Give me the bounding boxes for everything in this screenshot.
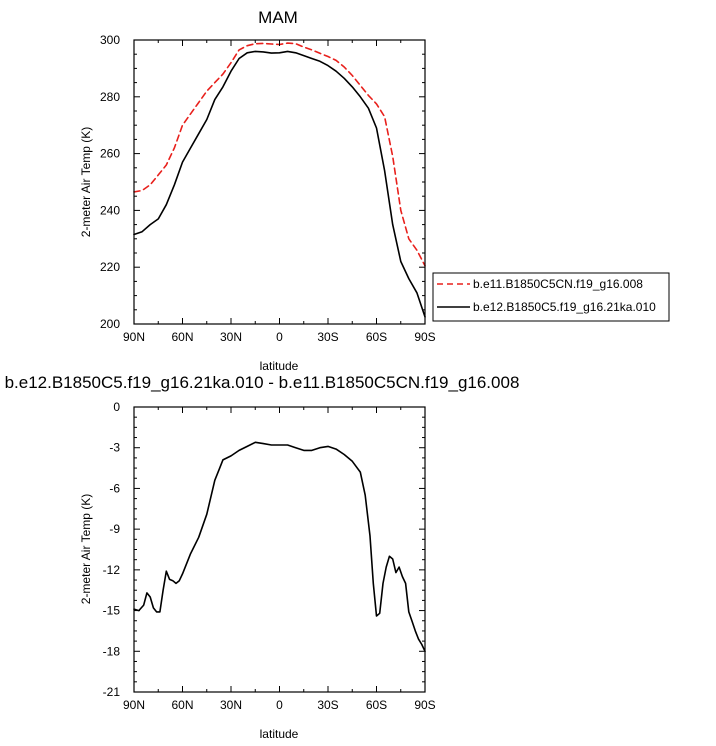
- top-ytick-label: 240: [100, 203, 120, 217]
- top-xtick-label: 60N: [171, 330, 193, 344]
- top-chart-series-layer: [133, 42, 426, 318]
- bottom-ytick-label: -21: [103, 685, 121, 699]
- bottom-xtick-label: 30S: [317, 698, 338, 712]
- top-chart-title: MAM: [258, 8, 298, 27]
- top-xtick-label: 0: [276, 330, 283, 344]
- bottom-xtick-label: 30N: [220, 698, 242, 712]
- bottom-ytick-label: -18: [103, 644, 121, 658]
- top-ytick-label: 300: [100, 33, 120, 47]
- bottom-ytick-label: -12: [103, 563, 121, 577]
- top-series-line-2: [133, 50, 426, 318]
- top-xtick-label: 30N: [220, 330, 242, 344]
- top-xtick-label: 90S: [414, 330, 435, 344]
- bottom-xtick-label: 90S: [414, 698, 435, 712]
- top-xtick-label: 90N: [123, 330, 145, 344]
- legend-label-series-2: b.e12.B1850C5.f19_g16.21ka.010: [473, 300, 656, 314]
- bottom-chart: b.e12.B1850C5.f19_g16.21ka.010 - b.e11.B…: [5, 373, 520, 741]
- top-ytick-label: 260: [100, 147, 120, 161]
- top-chart-ticks-layer: 90N 60N 30N 0 30S 60S 90S 200 220 240 260 280 300: [100, 33, 436, 344]
- bottom-chart-ylabel: 2-meter Air Temp (K): [79, 494, 93, 604]
- bottom-ytick-label: -6: [109, 481, 120, 495]
- bottom-chart-title: b.e12.B1850C5.f19_g16.21ka.010 - b.e11.B…: [5, 373, 520, 392]
- top-chart: MAM 90N 60N 30N 0 30S 60S 90S 200 220 240 260 280 30…: [79, 8, 670, 373]
- top-chart-xlabel: latitude: [260, 359, 299, 373]
- top-chart-frame: [133, 39, 426, 325]
- top-xtick-label: 60S: [366, 330, 387, 344]
- bottom-series-line-1: [133, 441, 426, 653]
- bottom-chart-xlabel: latitude: [260, 727, 299, 741]
- bottom-ytick-label: -15: [103, 604, 121, 618]
- bottom-chart-ticks-layer: 90N 60N 30N 0 30S 60S 90S 0 -3 -6 -9 -12 -15 -18 -21: [103, 400, 436, 712]
- bottom-xtick-label: 90N: [123, 698, 145, 712]
- legend: b.e11.B1850C5CN.f19_g16.008 b.e12.B1850C…: [432, 272, 670, 322]
- top-ytick-label: 200: [100, 317, 120, 331]
- bottom-ytick-label: 0: [113, 400, 120, 414]
- top-ytick-label: 220: [100, 260, 120, 274]
- bottom-ytick-label: -9: [109, 522, 120, 536]
- top-chart-ylabel: 2-meter Air Temp (K): [79, 127, 93, 237]
- top-ytick-label: 280: [100, 90, 120, 104]
- bottom-xtick-label: 0: [276, 698, 283, 712]
- bottom-chart-frame: [133, 406, 426, 693]
- bottom-xtick-label: 60S: [366, 698, 387, 712]
- legend-label-series-1: b.e11.B1850C5CN.f19_g16.008: [473, 277, 643, 291]
- bottom-ytick-label: -3: [109, 441, 120, 455]
- bottom-chart-series-layer: [133, 441, 426, 653]
- bottom-xtick-label: 60N: [171, 698, 193, 712]
- top-xtick-label: 30S: [317, 330, 338, 344]
- legend-box: [432, 272, 670, 322]
